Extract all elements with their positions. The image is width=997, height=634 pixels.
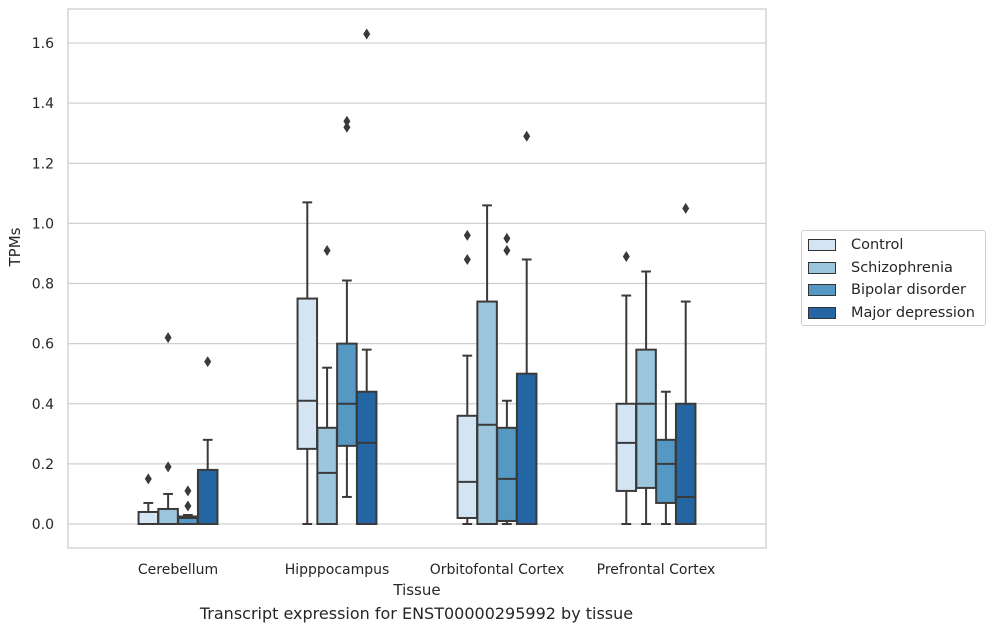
- x-axis-label: Tissue: [392, 581, 440, 599]
- legend-label: Control: [851, 237, 904, 253]
- outlier-point: [503, 244, 511, 256]
- box-iqr: [316, 426, 338, 526]
- box-iqr: [336, 342, 358, 447]
- box-iqr: [355, 390, 378, 525]
- box-control: [137, 473, 160, 526]
- box-major-depression: [196, 356, 219, 525]
- box-schizophrenia: [635, 270, 657, 525]
- box-control: [615, 250, 638, 525]
- chart-caption: Transcript expression for ENST0000029599…: [199, 604, 634, 623]
- y-axis-ticks: 0.0 0.2 0.4 0.6 0.8 1.0 1.2 1.4 1.6: [32, 36, 54, 533]
- legend-swatch: [808, 306, 836, 319]
- y-tick-label: 0.2: [32, 457, 54, 473]
- outlier-point: [363, 28, 371, 40]
- box-iqr: [157, 507, 179, 526]
- x-tick-label: Prefrontal Cortex: [597, 562, 716, 578]
- box-bipolar-disorder: [336, 115, 358, 498]
- legend-label: Schizophrenia: [851, 259, 953, 276]
- outlier-point: [164, 332, 172, 344]
- legend: Control Schizophrenia Bipolar disorder Majo…: [801, 230, 986, 326]
- outlier-point: [503, 232, 511, 244]
- outlier-point: [144, 473, 152, 485]
- box-control: [456, 229, 479, 525]
- x-tick-label: Hipppocampus: [285, 562, 390, 578]
- y-tick-label: 0.0: [32, 517, 54, 533]
- y-tick-label: 1.2: [32, 156, 54, 172]
- box-iqr: [456, 414, 479, 519]
- legend-label: Major depression: [851, 304, 975, 321]
- outlier-point: [343, 121, 351, 133]
- outlier-point: [204, 356, 212, 368]
- outlier-point: [463, 229, 471, 241]
- legend-item: Schizophrenia: [808, 258, 953, 278]
- legend-item: Major depression: [808, 303, 975, 323]
- box-iqr: [476, 300, 498, 525]
- outlier-point: [184, 500, 192, 512]
- y-axis-label: TPMs: [6, 227, 24, 267]
- x-axis-ticks: Cerebellum Hipppocampus Orbitofontal Corte…: [138, 562, 715, 578]
- y-tick-label: 1.4: [32, 96, 54, 112]
- box-major-depression: [355, 28, 378, 525]
- box-schizophrenia: [157, 332, 179, 526]
- box-schizophrenia: [316, 244, 338, 526]
- legend-label: Bipolar disorder: [851, 282, 966, 298]
- box-iqr: [615, 402, 638, 492]
- outlier-point: [463, 253, 471, 265]
- outlier-point: [184, 485, 192, 497]
- legend-swatch: [808, 284, 836, 296]
- x-tick-label: Orbitofontal Cortex: [430, 562, 565, 578]
- box-bipolar-disorder: [655, 390, 677, 525]
- y-tick-label: 0.8: [32, 277, 54, 293]
- box-iqr: [496, 426, 518, 522]
- box-iqr: [655, 438, 677, 504]
- legend-swatch: [808, 239, 836, 251]
- outlier-point: [622, 250, 630, 262]
- box-bipolar-disorder: [496, 232, 518, 525]
- outlier-point: [682, 202, 690, 214]
- box-major-depression: [674, 202, 697, 526]
- boxes: [137, 28, 697, 526]
- outlier-point: [343, 115, 351, 127]
- x-tick-label: Cerebellum: [138, 562, 218, 578]
- plot-frame: [67, 8, 767, 549]
- box-iqr: [137, 510, 160, 526]
- outlier-point: [323, 244, 331, 256]
- box-major-depression: [515, 130, 538, 526]
- y-tick-label: 0.6: [32, 337, 54, 353]
- legend-item: Bipolar disorder: [808, 280, 966, 300]
- box-bipolar-disorder: [177, 485, 199, 525]
- box-iqr: [635, 348, 657, 489]
- box-iqr: [296, 297, 319, 450]
- outlier-point: [523, 130, 531, 142]
- y-tick-label: 1.0: [32, 216, 54, 232]
- box-iqr: [674, 402, 697, 526]
- legend-swatch: [808, 261, 836, 274]
- y-tick-label: 0.4: [32, 397, 54, 413]
- box-schizophrenia: [476, 204, 498, 525]
- box-iqr: [515, 372, 538, 526]
- legend-item: Control: [808, 235, 903, 255]
- grid-lines: [68, 42, 766, 525]
- outlier-point: [164, 461, 172, 473]
- box-control: [296, 201, 319, 525]
- box-iqr: [196, 468, 219, 525]
- y-tick-label: 1.6: [32, 36, 54, 52]
